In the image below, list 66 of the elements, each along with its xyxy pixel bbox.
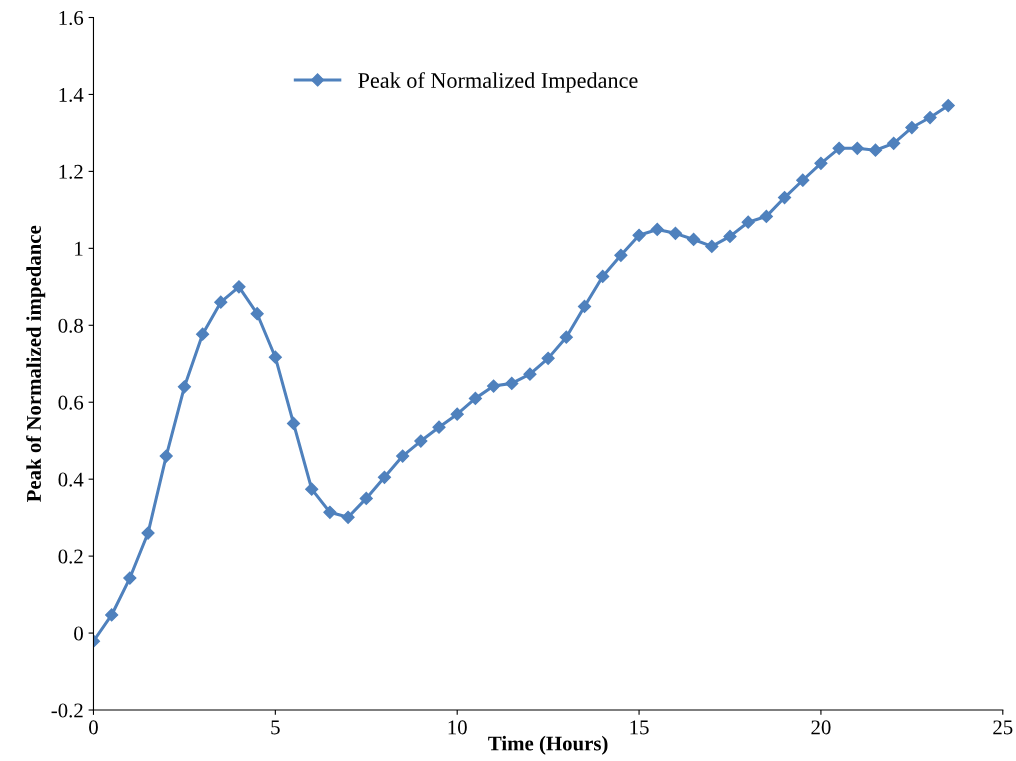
x-tick-label: 15 xyxy=(630,720,649,735)
point xyxy=(323,505,337,519)
point xyxy=(796,173,810,187)
point xyxy=(541,351,555,365)
point xyxy=(777,190,792,205)
point xyxy=(359,491,373,506)
point xyxy=(214,295,228,309)
point xyxy=(105,608,119,622)
point xyxy=(814,156,828,170)
y-axis-title: Peak of Normalized impedance xyxy=(26,225,46,502)
point xyxy=(687,232,701,247)
y-tick-label: 1.2 xyxy=(59,164,83,179)
y-tick-label: 1.6 xyxy=(59,10,84,26)
point xyxy=(450,407,464,421)
point xyxy=(486,379,501,393)
point xyxy=(432,420,446,434)
point xyxy=(614,248,628,262)
point xyxy=(559,330,573,344)
point xyxy=(159,449,173,463)
point xyxy=(468,391,482,405)
point xyxy=(123,571,137,585)
y-tick-label: 1.4 xyxy=(59,87,84,102)
point xyxy=(341,510,355,524)
point xyxy=(577,299,592,314)
point xyxy=(650,222,664,237)
y-tick-label: 0 xyxy=(74,626,83,641)
point xyxy=(723,229,737,244)
y-tick-label: 0.6 xyxy=(58,395,84,410)
point xyxy=(305,482,319,496)
point xyxy=(705,239,719,254)
point xyxy=(759,209,773,223)
point xyxy=(850,141,864,155)
point xyxy=(596,269,610,284)
point xyxy=(377,470,392,484)
point xyxy=(396,449,410,463)
point xyxy=(941,99,955,113)
point xyxy=(414,434,428,448)
x-tick-label: 5 xyxy=(271,720,280,735)
point xyxy=(741,215,755,229)
y-tick-label: 0.4 xyxy=(58,472,84,487)
y-tick-label: 1 xyxy=(75,241,83,256)
point xyxy=(632,228,646,242)
y-tick-label: -0.2 xyxy=(51,703,83,718)
x-tick-label: 25 xyxy=(993,720,1013,735)
point xyxy=(523,367,537,381)
point xyxy=(232,280,246,294)
point xyxy=(905,120,919,135)
point xyxy=(887,136,901,150)
x-tick-label: 0 xyxy=(89,720,98,735)
point xyxy=(868,143,883,157)
point xyxy=(923,110,937,125)
point xyxy=(268,350,282,364)
y-tick-label: 0.2 xyxy=(58,549,83,564)
legend-label: Peak of Normalized Impedance xyxy=(358,72,638,93)
y-tick-label: 0.8 xyxy=(58,318,83,333)
point xyxy=(668,226,683,240)
point xyxy=(177,380,191,394)
point xyxy=(250,307,264,321)
point xyxy=(505,376,519,390)
point xyxy=(196,327,210,341)
point xyxy=(141,526,155,540)
x-tick-label: 20 xyxy=(811,720,831,735)
x-axis-title: Time (Hours) xyxy=(488,735,608,755)
point xyxy=(286,416,301,430)
point xyxy=(832,141,846,155)
x-tick-label: 10 xyxy=(448,720,467,735)
